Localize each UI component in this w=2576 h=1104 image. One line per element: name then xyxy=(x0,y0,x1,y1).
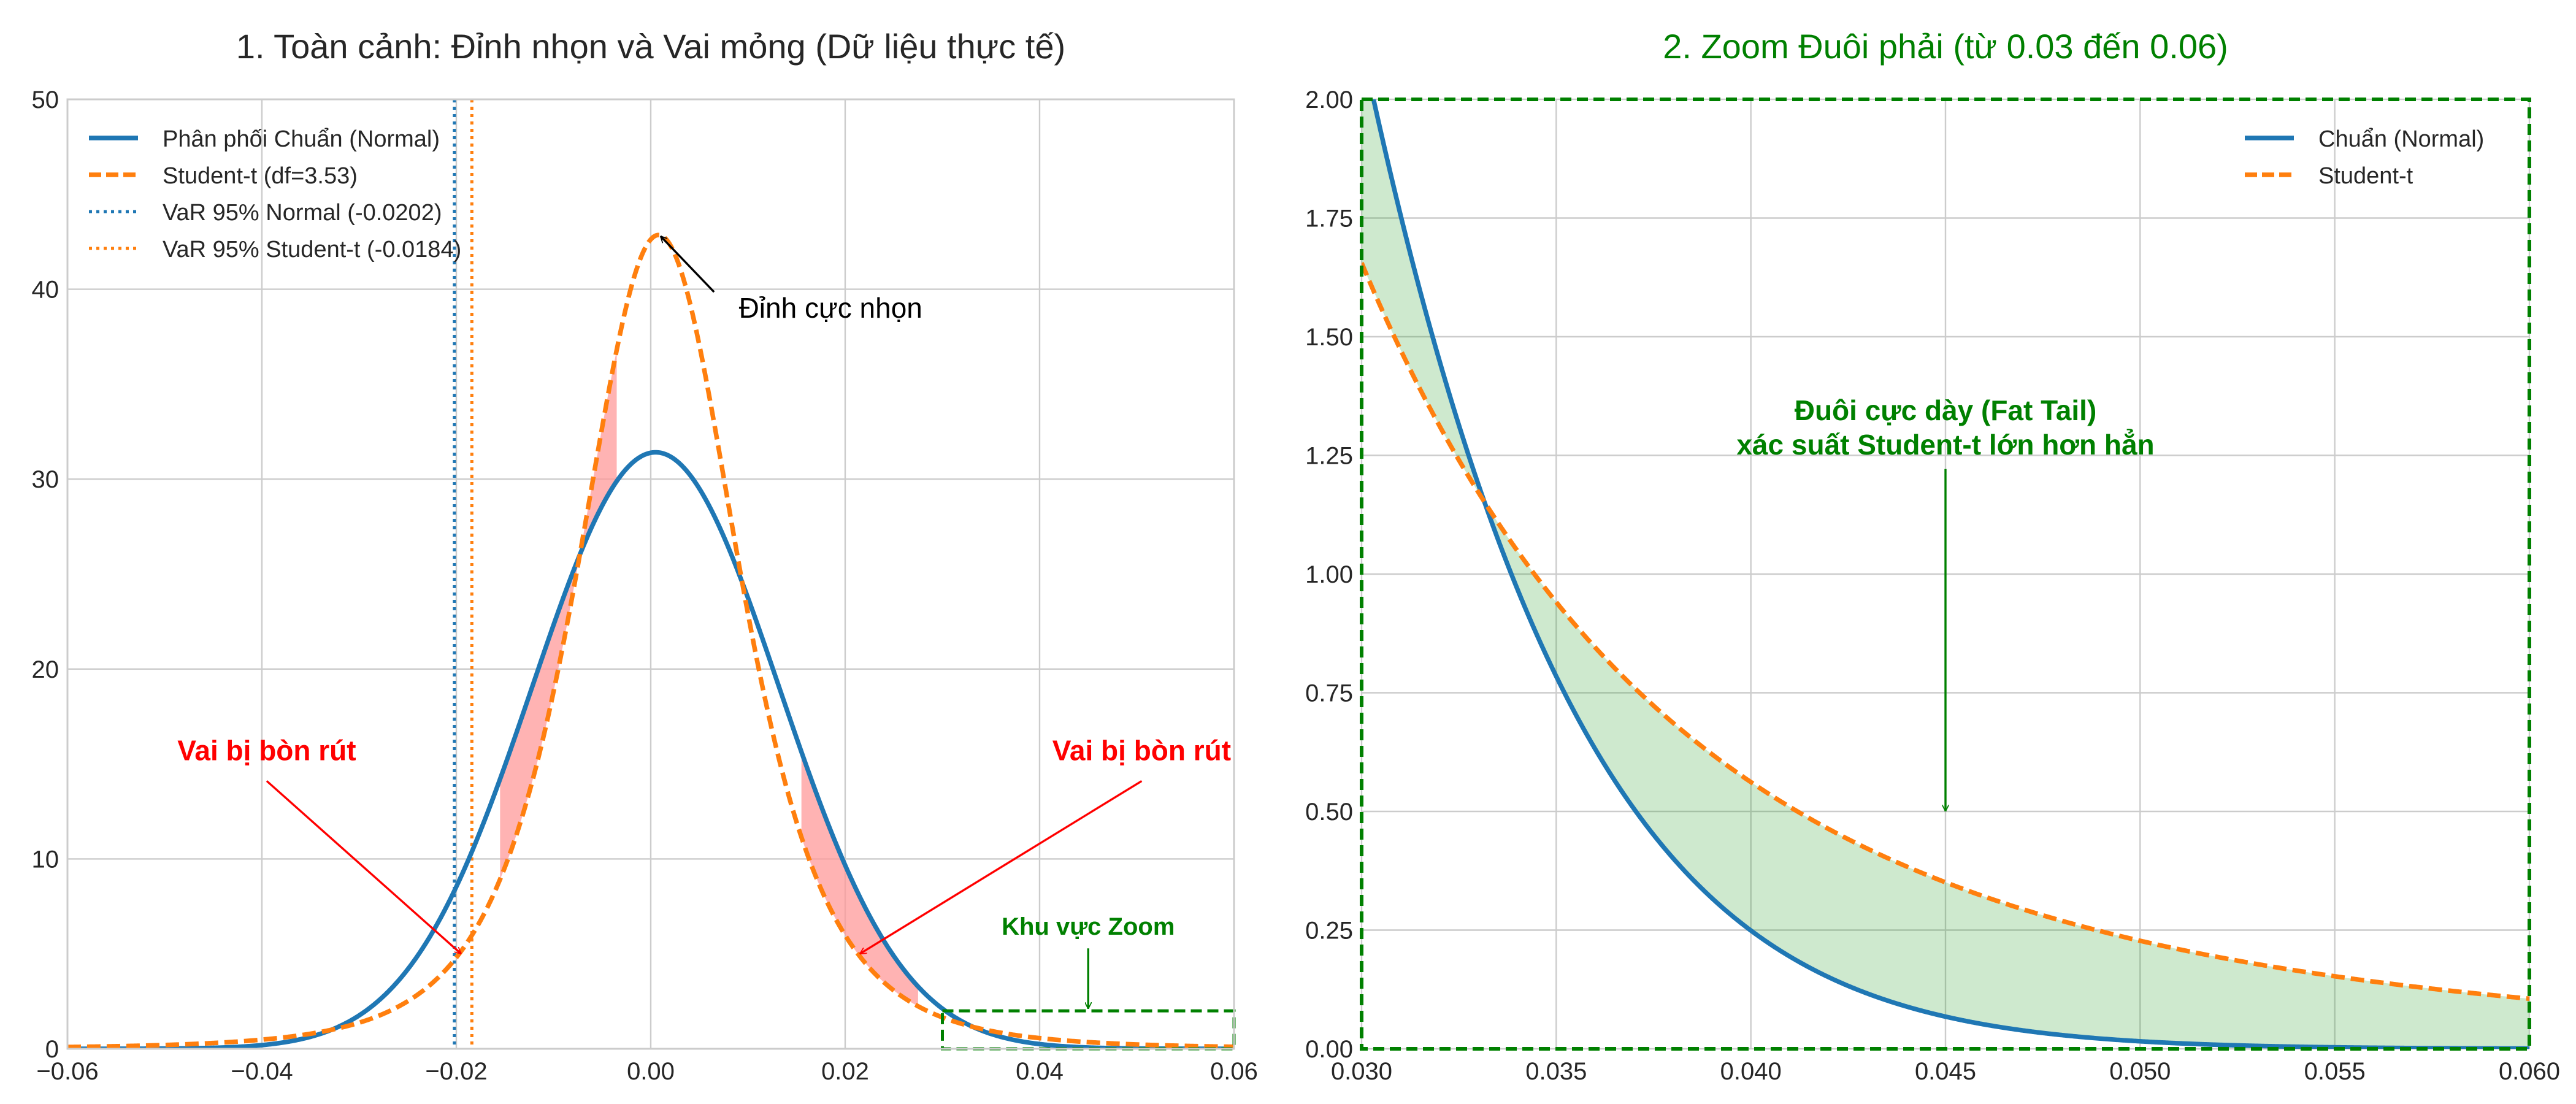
x-tick-label: 0.035 xyxy=(1525,1058,1587,1085)
x-tick-label: 0.00 xyxy=(627,1058,675,1085)
x-tick-label: 0.050 xyxy=(2109,1058,2171,1085)
x-tick-label: 0.040 xyxy=(1720,1058,1782,1085)
x-ticks: 0.030 0.035 0.040 0.045 0.050 0.055 0.060 xyxy=(1331,1058,2560,1085)
x-tick-label: 0.04 xyxy=(1016,1058,1064,1085)
panel-overview: 1. Toàn cảnh: Đỉnh nhọn và Vai mỏng (Dữ … xyxy=(32,27,1258,1085)
annotations: Đuôi cực dày (Fat Tail)xác suất Student-… xyxy=(1736,394,2155,811)
y-tick-label: 0.75 xyxy=(1305,680,1353,707)
y-ticks: 0 10 20 30 40 50 xyxy=(32,86,59,1063)
legend: Phân phối Chuẩn (Normal) Student-t (df=3.… xyxy=(89,126,461,263)
y-tick-label: 0.25 xyxy=(1305,918,1353,945)
shaded-shoulders xyxy=(500,350,918,1006)
x-ticks: −0.06 −0.04 −0.02 0.00 0.02 0.04 0.06 xyxy=(36,1058,1258,1085)
plot-frame xyxy=(66,98,1235,1050)
zoom-box xyxy=(941,1009,1236,1051)
legend-label: VaR 95% Student-t (-0.0184) xyxy=(163,237,461,263)
y-tick-label: 1.00 xyxy=(1305,561,1353,588)
series-line-1 xyxy=(1362,262,2529,1002)
y-tick-label: 0 xyxy=(45,1036,59,1063)
zoom-region-box xyxy=(941,1009,1236,1051)
annotation-arrow xyxy=(860,780,1143,955)
x-tick-label: 0.060 xyxy=(2499,1058,2560,1085)
y-tick-label: 2.00 xyxy=(1305,86,1353,113)
y-tick-label: 40 xyxy=(32,277,59,304)
y-tick-label: 1.75 xyxy=(1305,205,1353,232)
x-tick-label: 0.030 xyxy=(1331,1058,1392,1085)
x-tick-label: −0.04 xyxy=(231,1058,293,1085)
legend-label: Phân phối Chuẩn (Normal) xyxy=(163,126,440,152)
series-line-1 xyxy=(67,232,1234,1049)
y-tick-label: 1.25 xyxy=(1305,443,1353,470)
panel-zoom: 2. Zoom Đuôi phải (từ 0.03 đến 0.06) Đuô… xyxy=(1305,27,2560,1085)
legend-label: VaR 95% Normal (-0.0202) xyxy=(163,200,442,226)
annotation-label: Vai bị bòn rút xyxy=(1052,734,1231,766)
tail-fill xyxy=(1362,99,2529,1049)
x-tick-label: 0.045 xyxy=(1915,1058,1976,1085)
annotation-label: Khu vực Zoom xyxy=(1002,913,1175,940)
x-tick-label: −0.06 xyxy=(36,1058,98,1085)
annotations: Đỉnh cực nhọn Vai bị bòn rút Vai bị bòn rú… xyxy=(177,236,1231,1009)
x-tick-label: 0.02 xyxy=(821,1058,869,1085)
y-tick-label: 0.50 xyxy=(1305,799,1353,826)
legend-label: Student-t (df=3.53) xyxy=(163,163,358,189)
annotation-label: Đỉnh cực nhọn xyxy=(739,292,922,324)
annotation-arrow xyxy=(266,780,461,954)
x-tick-label: −0.02 xyxy=(425,1058,487,1085)
chart-title: 1. Toàn cảnh: Đỉnh nhọn và Vai mỏng (Dữ … xyxy=(236,27,1065,66)
annotation-label: xác suất Student-t lớn hơn hẳn xyxy=(1736,428,2154,461)
annotation-arrow xyxy=(661,236,715,293)
legend-label: Student-t xyxy=(2318,163,2413,189)
x-tick-label: 0.06 xyxy=(1210,1058,1258,1085)
y-tick-label: 30 xyxy=(32,466,59,493)
y-tick-label: 50 xyxy=(32,86,59,113)
y-tick-label: 10 xyxy=(32,846,59,873)
legend: Chuẩn (Normal) Student-t xyxy=(2245,126,2484,189)
annotation-label: Đuôi cực dày (Fat Tail) xyxy=(1795,394,2097,426)
chart-title: 2. Zoom Đuôi phải (từ 0.03 đến 0.06) xyxy=(1663,27,2228,66)
y-tick-label: 1.50 xyxy=(1305,324,1353,351)
annotation-label: Vai bị bòn rút xyxy=(177,734,356,766)
x-tick-label: 0.055 xyxy=(2304,1058,2366,1085)
fat-tail-area xyxy=(1362,99,2529,1049)
series-line-0 xyxy=(67,450,1234,1049)
legend-label: Chuẩn (Normal) xyxy=(2318,126,2484,152)
y-tick-label: 20 xyxy=(32,656,59,683)
plot-frame xyxy=(1360,98,2531,1051)
y-ticks: 0.00 0.25 0.50 0.75 1.00 1.25 1.50 1.75 2.00 xyxy=(1305,86,1353,1063)
y-tick-label: 0.00 xyxy=(1305,1036,1353,1063)
series-lines xyxy=(67,232,1234,1049)
